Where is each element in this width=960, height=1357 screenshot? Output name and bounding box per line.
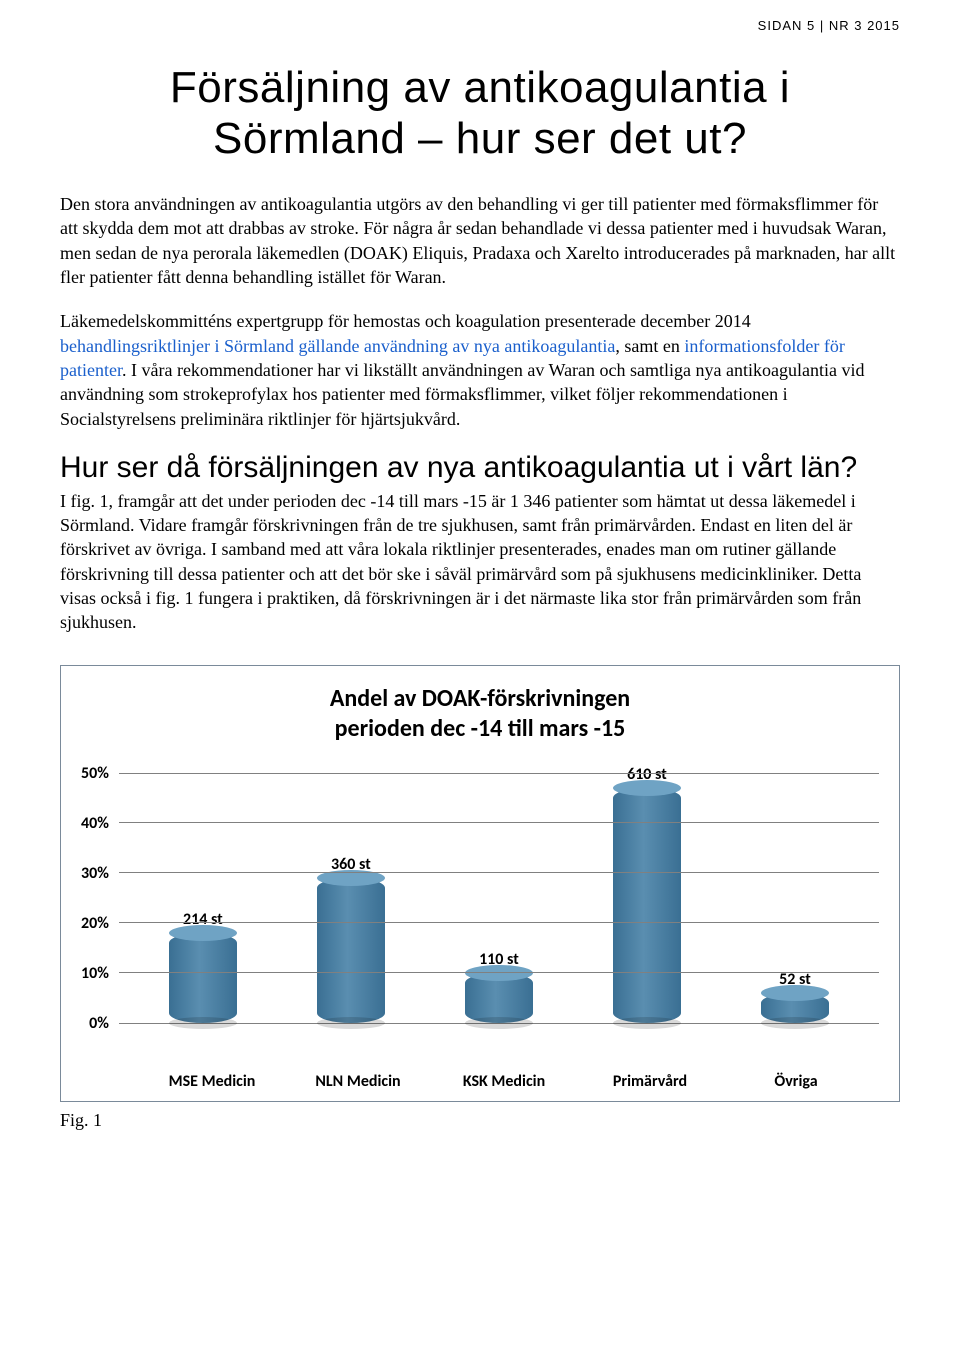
xtick: KSK Medicin: [438, 1072, 569, 1091]
bar-top-ellipse: [761, 985, 829, 1001]
xtick: Primärvård: [584, 1072, 715, 1091]
bar-slot: 360 st: [284, 855, 417, 1023]
chart-figure-1: Andel av DOAK-förskrivningen perioden de…: [60, 665, 900, 1102]
link-guidelines[interactable]: behandlingsriktlinjer i Sörmland gälland…: [60, 336, 615, 356]
xtick: Övriga: [730, 1072, 861, 1091]
bar-slot: 110 st: [432, 950, 565, 1023]
para2-c: . I våra rekommendationer har vi likstäl…: [60, 360, 864, 429]
plot-area: 214 st360 st110 st610 st52 st: [119, 774, 879, 1024]
y-axis: 50% 40% 30% 20% 10% 0%: [81, 774, 119, 1024]
gridline: [119, 822, 879, 823]
bar-bottom-shadow: [317, 1017, 385, 1029]
chart-title: Andel av DOAK-förskrivningen perioden de…: [81, 684, 879, 744]
subheading: Hur ser då försäljningen av nya antikoag…: [60, 451, 900, 485]
para2-b: , samt en: [615, 336, 684, 356]
bar-top-ellipse: [169, 925, 237, 941]
bar: [317, 878, 385, 1023]
gridline: [119, 922, 879, 923]
x-axis: MSE Medicin NLN Medicin KSK Medicin Prim…: [129, 1054, 879, 1091]
bar: [465, 973, 533, 1023]
bar-slot: 52 st: [728, 970, 861, 1023]
gridline: [119, 773, 879, 774]
paragraph-2: Läkemedelskommitténs expertgrupp för hem…: [60, 309, 900, 430]
paragraph-1: Den stora användningen av antikoagulanti…: [60, 192, 900, 289]
gridline: [119, 972, 879, 973]
para2-a: Läkemedelskommitténs expertgrupp för hem…: [60, 311, 751, 331]
bar-bottom-shadow: [613, 1017, 681, 1029]
figure-label: Fig. 1: [60, 1110, 900, 1131]
xtick: MSE Medicin: [146, 1072, 277, 1091]
bar: [169, 933, 237, 1023]
page-header: SIDAN 5 | NR 3 2015: [60, 0, 900, 63]
xtick: NLN Medicin: [292, 1072, 423, 1091]
bar-top-ellipse: [613, 780, 681, 796]
bar-bottom-shadow: [169, 1017, 237, 1029]
main-title: Försäljning av antikoagulantia i Sörmlan…: [80, 63, 880, 164]
paragraph-3: I fig. 1, framgår att det under perioden…: [60, 489, 900, 635]
chart-title-line2: perioden dec -14 till mars -15: [335, 714, 626, 743]
bar-slot: 610 st: [580, 765, 713, 1023]
bar-slot: 214 st: [136, 910, 269, 1023]
chart-title-line1: Andel av DOAK-förskrivningen: [330, 684, 630, 713]
bar-bottom-shadow: [761, 1017, 829, 1029]
bar-bottom-shadow: [465, 1017, 533, 1029]
bar: [761, 993, 829, 1023]
bars-container: 214 st360 st110 st610 st52 st: [119, 774, 879, 1023]
chart-area: 50% 40% 30% 20% 10% 0% 214 st360 st110 s…: [81, 774, 879, 1054]
gridline: [119, 872, 879, 873]
